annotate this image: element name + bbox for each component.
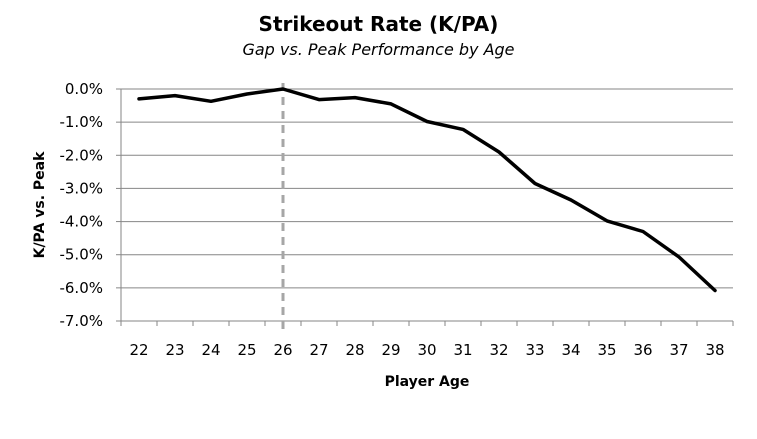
x-tick-label: 37: [669, 341, 688, 359]
data-point: [497, 150, 501, 154]
data-point: [569, 198, 573, 202]
chart-title: Strikeout Rate (K/PA): [258, 12, 499, 36]
x-tick-label: 23: [165, 341, 184, 359]
series-group: [137, 87, 717, 293]
data-point: [281, 87, 285, 91]
data-point: [677, 255, 681, 259]
y-axis-tick-labels: 0.0% -1.0% -2.0% -3.0% -4.0% -5.0% -6.0% -7.0%: [59, 80, 103, 330]
data-point: [425, 119, 429, 123]
x-axis-title: Player Age: [385, 374, 470, 390]
x-tick-label: 35: [597, 341, 616, 359]
x-axis-tick-labels: 22 23 24 25 26 27 28 29 30 31 32 33 34 35 36 37 38: [129, 341, 724, 359]
x-tick-label: 27: [309, 341, 328, 359]
data-point: [461, 127, 465, 131]
y-tick-label: -3.0%: [59, 179, 103, 197]
x-tick-label: 30: [417, 341, 436, 359]
data-point: [605, 219, 609, 223]
y-tick-label: -2.0%: [59, 146, 103, 164]
data-point: [353, 96, 357, 100]
y-tick-label: 0.0%: [65, 80, 103, 98]
x-tick-label: 38: [705, 341, 724, 359]
data-point: [641, 230, 645, 234]
data-point: [137, 97, 141, 101]
x-tick-label: 31: [453, 341, 472, 359]
y-tick-label: -6.0%: [59, 279, 103, 297]
series-line: [137, 87, 717, 293]
data-point: [713, 289, 717, 293]
y-axis-title: K/PA vs. Peak: [32, 151, 48, 259]
gridlines: [121, 88, 733, 289]
chart-subtitle: Gap vs. Peak Performance by Age: [242, 40, 515, 59]
y-tick-label: -1.0%: [59, 113, 103, 131]
data-point: [389, 102, 393, 106]
x-tick-label: 25: [237, 341, 256, 359]
x-tick-label: 24: [201, 341, 220, 359]
y-tick-label: -5.0%: [59, 246, 103, 264]
data-point: [533, 181, 537, 185]
axes: [116, 88, 734, 326]
x-tick-label: 32: [489, 341, 508, 359]
x-tick-label: 22: [129, 341, 148, 359]
data-point: [209, 99, 213, 103]
x-tick-label: 33: [525, 341, 544, 359]
data-point: [245, 92, 249, 96]
x-tick-label: 36: [633, 341, 652, 359]
y-tick-label: -7.0%: [59, 312, 103, 330]
y-tick-label: -4.0%: [59, 213, 103, 231]
x-tick-label: 34: [561, 341, 580, 359]
data-point: [173, 94, 177, 98]
x-tick-label: 29: [381, 341, 400, 359]
x-tick-label: 28: [345, 341, 364, 359]
data-point: [317, 98, 321, 102]
x-tick-label: 26: [273, 341, 292, 359]
